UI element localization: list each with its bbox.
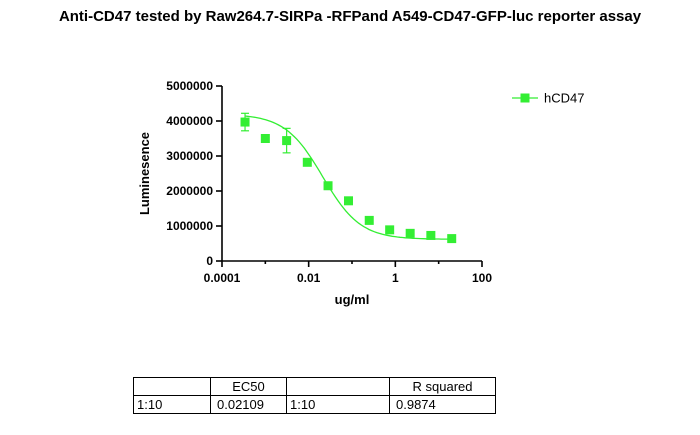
results-table: EC50 R squared 1:10 0.02109 1:10 0.9874 <box>133 377 496 414</box>
results-r-squared-value: 0.9874 <box>389 395 496 414</box>
data-point <box>426 230 436 240</box>
x-tick-label: 1 <box>392 271 399 285</box>
y-tick-label: 1000000 <box>166 219 213 233</box>
x-tick-label: 0.01 <box>297 271 321 285</box>
data-point <box>385 225 395 235</box>
chart-title: Anti-CD47 tested by Raw264.7-SIRPa -RFPa… <box>58 8 642 25</box>
data-point <box>240 117 250 127</box>
y-tick-label: 3000000 <box>166 149 213 163</box>
y-axis-label: Luminesence <box>137 132 152 215</box>
results-header-cell-3 <box>286 377 390 396</box>
x-tick-label: 0.0001 <box>204 271 241 285</box>
y-tick-label: 0 <box>206 254 213 268</box>
results-header-ec50: EC50 <box>210 377 287 396</box>
data-point <box>405 228 415 238</box>
data-point <box>260 134 270 143</box>
data-point <box>343 196 353 206</box>
data-point <box>323 181 333 191</box>
results-ec50-value: 0.02109 <box>210 395 287 414</box>
results-dilution-2: 1:10 <box>286 395 390 414</box>
results-header-cell-1 <box>133 377 211 396</box>
y-tick-label: 2000000 <box>166 184 213 198</box>
legend-marker <box>520 93 530 103</box>
y-tick-label: 5000000 <box>166 79 213 93</box>
data-point <box>364 215 374 225</box>
results-header-r-squared: R squared <box>389 377 496 396</box>
fit-curve <box>244 115 452 240</box>
data-point <box>282 136 292 146</box>
x-tick-label: 100 <box>472 271 492 285</box>
y-tick-label: 4000000 <box>166 114 213 128</box>
luminescence-chart: 0 1000000 2000000 3000000 4000000 5000000 0.00… <box>137 79 584 307</box>
results-value-row: 1:10 0.02109 1:10 0.9874 <box>133 395 496 414</box>
results-dilution-1: 1:10 <box>133 395 211 414</box>
results-header-row: EC50 R squared <box>133 377 496 396</box>
x-axis-label: ug/ml <box>335 292 370 307</box>
legend-label: hCD47 <box>544 91 584 106</box>
data-point <box>447 234 457 244</box>
data-point <box>302 157 312 167</box>
